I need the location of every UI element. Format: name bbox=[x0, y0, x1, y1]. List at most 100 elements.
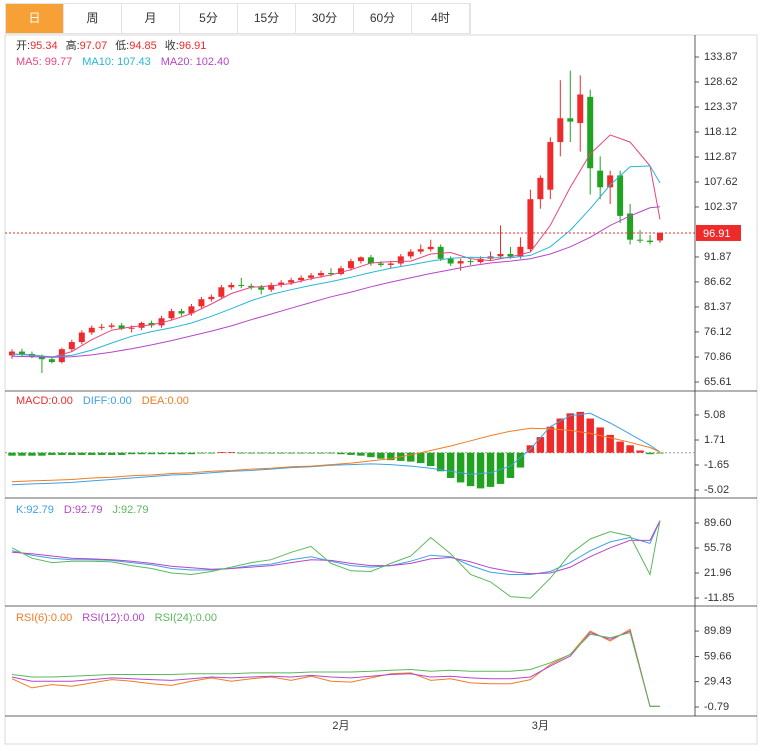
period-tab[interactable]: 日 bbox=[6, 4, 64, 33]
y-tick-label: 76.12 bbox=[704, 326, 732, 338]
indicator-line bbox=[11, 520, 661, 599]
candle-body bbox=[447, 258, 454, 264]
legend-entry: MA5: 99.77 bbox=[16, 56, 72, 68]
macd-bar bbox=[626, 445, 634, 453]
macd-bar bbox=[436, 452, 445, 472]
candle-body bbox=[18, 351, 25, 354]
indicator-line bbox=[11, 206, 661, 358]
y-tick-label: -0.79 bbox=[704, 701, 729, 713]
y-tick-label: 29.43 bbox=[704, 676, 732, 688]
macd-bar bbox=[177, 452, 186, 455]
macd-bar bbox=[656, 452, 664, 454]
y-tick-label: 112.87 bbox=[704, 151, 737, 163]
indicator-line bbox=[11, 628, 660, 707]
chart-frame bbox=[4, 34, 758, 745]
y-tick-label: 70.86 bbox=[704, 351, 732, 363]
macd-bar bbox=[367, 452, 375, 458]
y-tick-label: 81.37 bbox=[704, 301, 732, 313]
macd-bar bbox=[157, 452, 166, 455]
period-tab[interactable]: 周 bbox=[64, 4, 122, 33]
candle-body bbox=[288, 280, 295, 283]
indicator-line bbox=[11, 134, 661, 358]
candle-body bbox=[577, 94, 584, 124]
legend-entry: DIFF:0.00 bbox=[83, 395, 132, 407]
macd-bar bbox=[546, 426, 555, 453]
macd-bar bbox=[88, 452, 96, 455]
indicator-line bbox=[11, 631, 660, 707]
period-tabs: 日周月 5分 15分 30分 60分 4时 bbox=[5, 3, 471, 34]
macd-bar bbox=[217, 451, 226, 453]
macd-bar bbox=[307, 452, 315, 454]
candle-body bbox=[477, 258, 484, 263]
macd-bar bbox=[227, 451, 236, 453]
legend-entry: DEA:0.00 bbox=[142, 395, 189, 407]
macd-bar bbox=[596, 427, 604, 453]
macd-bar bbox=[446, 452, 455, 478]
y-tick-label: 91.87 bbox=[704, 251, 732, 263]
macd-bar bbox=[187, 452, 196, 455]
indicator-legend: K:92.79 D:92.79 J:92.79 bbox=[16, 504, 149, 516]
y-tick-label: 1.71 bbox=[704, 434, 725, 446]
candle-body bbox=[9, 351, 15, 356]
period-tab[interactable]: 60分 bbox=[354, 4, 412, 33]
candle-body bbox=[607, 175, 614, 188]
candle-body bbox=[527, 199, 534, 250]
candle-body bbox=[617, 175, 624, 216]
macd-bar bbox=[486, 452, 495, 487]
macd-bar bbox=[476, 452, 485, 489]
candle-body bbox=[228, 284, 235, 288]
candle-body bbox=[427, 246, 434, 250]
macd-bar bbox=[207, 452, 216, 454]
legend-entry: RSI(12):0.00 bbox=[82, 612, 144, 624]
y-tick-label: 55.78 bbox=[704, 542, 732, 554]
candle-body bbox=[387, 263, 394, 265]
candle-body bbox=[318, 273, 325, 276]
candle-body bbox=[118, 325, 125, 329]
candle-body bbox=[467, 261, 474, 263]
period-tab[interactable]: 4时 bbox=[412, 4, 470, 33]
candle-body bbox=[397, 256, 404, 264]
candle-body bbox=[148, 323, 155, 326]
macd-bar bbox=[646, 452, 654, 455]
macd-bar bbox=[167, 452, 176, 455]
legend-label: 高: bbox=[66, 38, 80, 52]
macd-bar bbox=[327, 452, 335, 454]
y-tick-label: 128.62 bbox=[704, 76, 738, 88]
y-tick-label: 59.66 bbox=[704, 650, 732, 662]
macd-bar bbox=[466, 452, 475, 487]
macd-bar bbox=[586, 418, 594, 453]
macd-bar bbox=[536, 437, 545, 453]
candle-body bbox=[308, 275, 315, 278]
candle-body bbox=[38, 356, 45, 360]
candle-body bbox=[357, 257, 364, 262]
period-tab[interactable]: 月 bbox=[122, 4, 180, 33]
macd-bar bbox=[68, 452, 76, 455]
candle-body bbox=[268, 284, 275, 290]
macd-bar bbox=[38, 452, 46, 456]
macd-bar bbox=[506, 452, 515, 478]
candle-body bbox=[367, 257, 374, 264]
candle-body bbox=[587, 96, 594, 169]
candle-body bbox=[377, 263, 384, 265]
macd-bar bbox=[18, 452, 26, 456]
macd-legend: MACD:0.00 DIFF:0.00 DEA:0.00 bbox=[16, 395, 189, 407]
y-tick-label: -1.65 bbox=[704, 459, 729, 471]
macd-bar bbox=[636, 450, 644, 453]
period-tab[interactable]: 15分 bbox=[238, 4, 296, 33]
candle-body bbox=[328, 273, 335, 275]
macd-bar bbox=[556, 418, 565, 453]
indicator-line bbox=[11, 630, 660, 707]
ma-legend: MA5: 99.77 MA10: 107.43 MA20: 102.40 bbox=[16, 56, 229, 68]
candle-body bbox=[168, 311, 175, 319]
period-tab[interactable]: 5分 bbox=[180, 4, 238, 33]
candle-body bbox=[128, 327, 135, 329]
y-tick-label: -5.02 bbox=[704, 484, 729, 496]
macd-bar bbox=[257, 452, 265, 454]
macd-bar bbox=[417, 452, 425, 464]
indicator-line bbox=[11, 427, 661, 483]
period-tab[interactable]: 30分 bbox=[296, 4, 354, 33]
candle-body bbox=[497, 253, 504, 257]
candle-body bbox=[238, 284, 245, 286]
macd-bar bbox=[267, 452, 275, 454]
